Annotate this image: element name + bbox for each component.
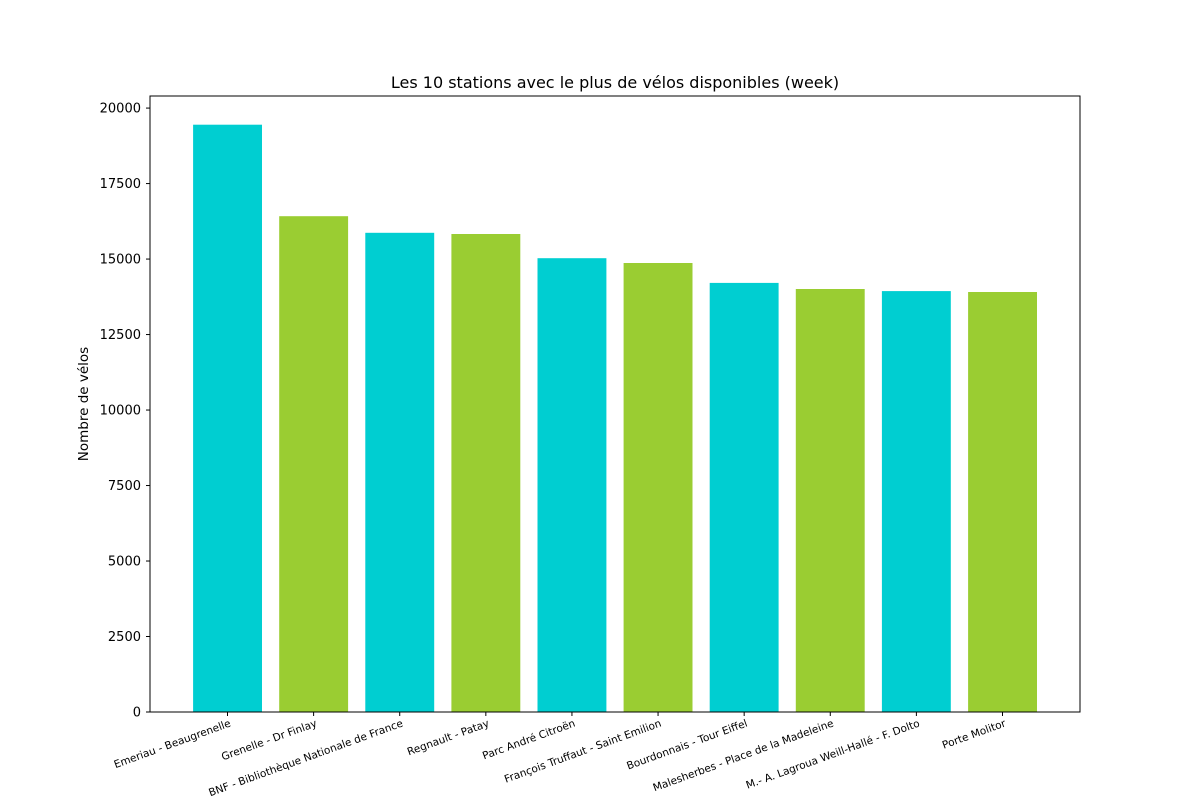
bar-9: [881, 291, 951, 712]
bar-8: [795, 289, 865, 712]
bar-7: [709, 282, 779, 712]
y-tick-label: 5000: [108, 555, 141, 570]
bar-1: [193, 124, 262, 712]
bar-2: [279, 216, 349, 712]
x-tick-label: François Truffaut - Saint Emilion: [503, 718, 663, 786]
x-tick-label: Emeriau - Beaugrenelle: [112, 718, 232, 772]
chart-title: Les 10 stations avec le plus de vélos di…: [391, 73, 839, 92]
y-tick-label: 2500: [108, 630, 141, 645]
y-tick-label: 10000: [100, 404, 141, 419]
plot-frame: [149, 95, 1081, 713]
y-axis-ticks: 0 2500 5000 7500 10000 12500 15000 17500 20000: [100, 102, 150, 721]
y-tick-label: 7500: [108, 479, 141, 494]
y-tick-label: 15000: [100, 253, 141, 268]
bars-layer: [193, 124, 1037, 713]
y-tick-label: 12500: [100, 328, 141, 343]
bar-4: [451, 234, 521, 712]
y-tick-label: 20000: [100, 102, 141, 117]
y-tick-label: 0: [133, 706, 141, 721]
bar-3: [365, 232, 435, 713]
bar-10: [968, 292, 1037, 712]
x-tick-label: Regnault - Patay: [406, 718, 491, 759]
bar-6: [623, 263, 693, 712]
y-tick-label: 17500: [100, 177, 141, 192]
bar-5: [537, 258, 607, 712]
y-axis-label: Nombre de vélos: [76, 347, 92, 461]
x-tick-label: Porte Molitor: [941, 717, 1009, 751]
